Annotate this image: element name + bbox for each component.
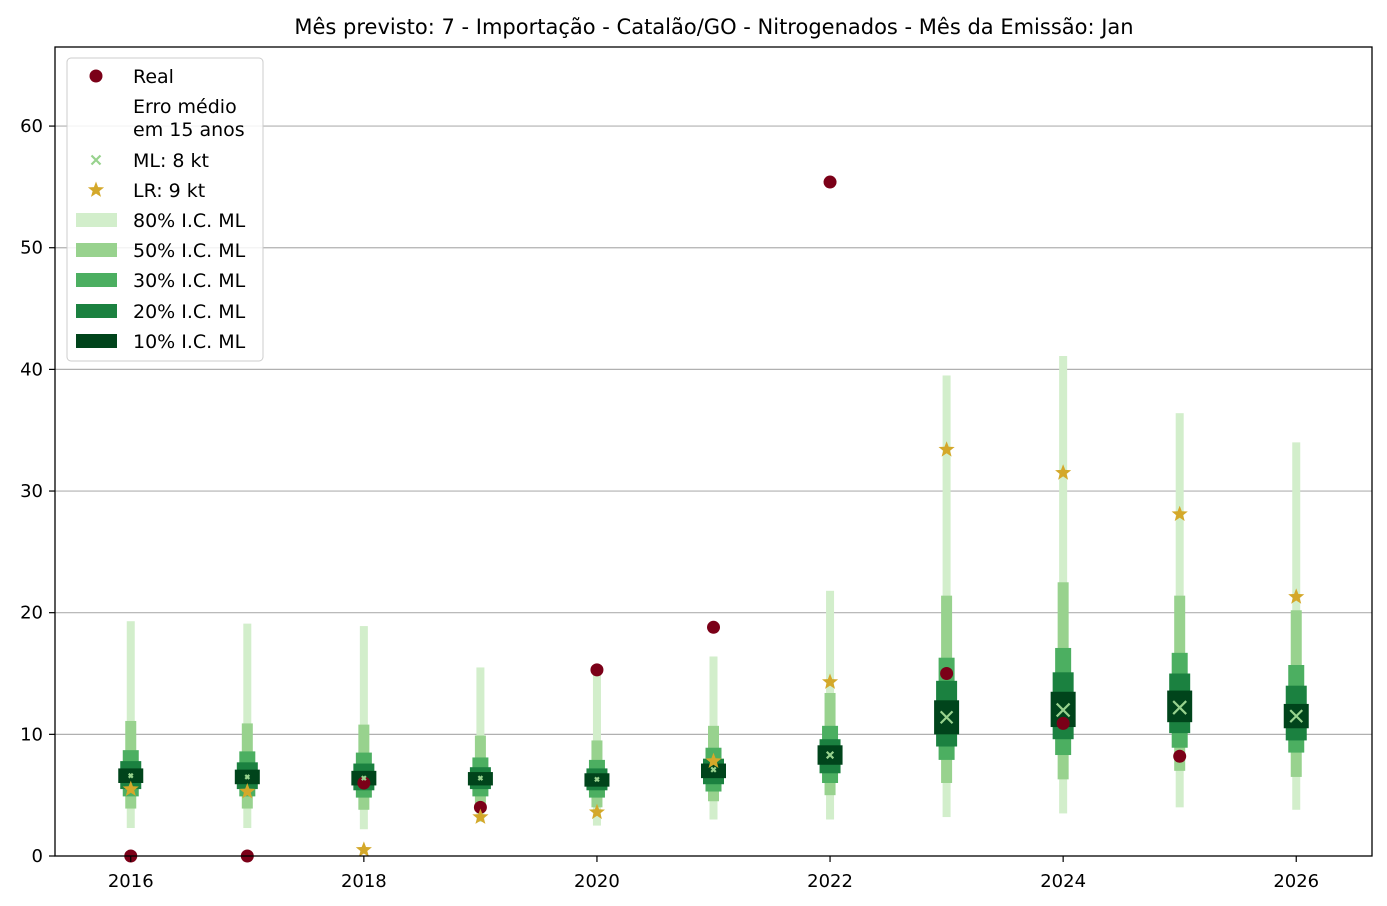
legend-label-ci80: 80% I.C. ML (133, 210, 246, 232)
y-tick-label-20: 20 (20, 603, 43, 624)
y-tick-label-0: 0 (32, 846, 43, 867)
x-tick-label-2022: 2022 (807, 871, 853, 892)
legend-handle-lr (87, 181, 105, 197)
ml-point-2024 (1055, 702, 1071, 718)
legend-label-erro-0: Erro médio (133, 96, 237, 118)
lr-point-2025 (1171, 505, 1188, 521)
y-tick-label-40: 40 (20, 359, 43, 380)
lr-point-2023 (938, 441, 955, 457)
real-point-2024 (1056, 716, 1070, 730)
ml-point-2020 (594, 776, 600, 783)
data-markers (122, 175, 1305, 863)
confidence-bands (118, 356, 1309, 830)
y-tick-label-60: 60 (20, 116, 43, 137)
lr-point-2024 (1055, 464, 1072, 480)
legend-label-ml: ML: 8 kt (133, 150, 209, 172)
y-tick-label-30: 30 (20, 481, 43, 502)
lr-point-2020 (588, 803, 605, 820)
real-point-2018 (357, 776, 371, 790)
legend-handle-ml (90, 154, 102, 166)
legend-label-real: Real (133, 66, 174, 88)
ml-point-2023 (939, 710, 954, 725)
axis-ticks: 0 10 20 30 40 50 60 2016 2018 2020 2022 2024 2026 (20, 116, 1319, 892)
y-tick-label-50: 50 (20, 238, 43, 259)
real-point-2022 (823, 175, 837, 189)
real-point-2023 (940, 667, 954, 681)
x-tick-label-2020: 2020 (574, 871, 620, 892)
ml-point-2025 (1172, 700, 1187, 715)
real-point-2020 (590, 663, 604, 677)
legend-label-ci20: 20% I.C. ML (133, 301, 246, 323)
lr-point-2019 (472, 808, 489, 824)
ml-point-2022 (825, 750, 835, 760)
ml-point-2017 (244, 774, 251, 780)
lr-point-2017 (239, 783, 256, 799)
x-tick-label-2018: 2018 (341, 871, 387, 892)
legend-handle-ci20 (76, 304, 117, 318)
real-point-2021 (707, 620, 720, 634)
lr-point-2018 (355, 841, 372, 857)
x-tick-label-2026: 2026 (1273, 871, 1319, 892)
plot-frame (54, 46, 1373, 857)
y-tick-label-10: 10 (20, 724, 43, 745)
ml-point-2021 (710, 766, 717, 773)
lr-point-2021 (705, 752, 722, 768)
legend-label-ci50: 50% I.C. ML (133, 240, 246, 262)
lr-point-2026 (1288, 588, 1305, 604)
x-tick-label-2016: 2016 (108, 871, 154, 892)
legend-label-ci30: 30% I.C. ML (133, 270, 246, 292)
legend-label-ci10: 10% I.C. ML (133, 331, 246, 353)
legend-handle-ci10 (76, 334, 117, 348)
legend-handle-ci80 (76, 213, 117, 227)
real-point-2019 (473, 800, 487, 814)
real-point-2025 (1173, 749, 1187, 763)
legend-handle-ci50 (76, 243, 117, 257)
ml-point-2018 (361, 775, 367, 781)
grid-lines (55, 125, 1372, 735)
legend-label-erro-1: em 15 anos (133, 119, 245, 141)
lr-point-2022 (822, 673, 839, 689)
legend-label-lr: LR: 9 kt (133, 180, 205, 202)
legend-handle-ci30 (76, 273, 117, 287)
chart-title: Mês previsto: 7 - Importação - Catalão/G… (294, 15, 1133, 39)
legend-handle-real (89, 69, 103, 83)
ml-point-2026 (1289, 709, 1304, 723)
ml-point-2019 (477, 775, 484, 781)
lr-point-2016 (122, 780, 139, 796)
x-tick-label-2024: 2024 (1040, 871, 1086, 892)
ml-point-2016 (127, 772, 134, 779)
